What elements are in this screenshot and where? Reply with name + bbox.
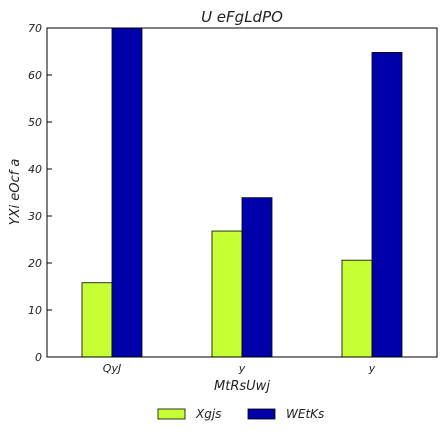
bar-xgjs-2 — [211, 230, 243, 358]
legend-label-wetks: WEtKs — [286, 407, 324, 421]
y-tick-label: 70 — [28, 22, 42, 35]
legend-swatch-wetks — [247, 408, 276, 420]
plot-area — [46, 27, 438, 358]
legend-swatch-xgjs — [157, 408, 186, 420]
x-axis-label: MtRsUwj — [214, 379, 270, 394]
x-tick-label: y — [368, 362, 376, 375]
y-tick-label: 50 — [28, 116, 42, 129]
y-tick-label: 40 — [28, 163, 42, 176]
legend-label-xgjs: Xgjs — [195, 407, 221, 421]
bar-xgjs-1 — [81, 282, 113, 358]
bar-wetks-3 — [371, 52, 403, 358]
y-tick-label: 0 — [35, 351, 42, 364]
y-tick-label: 20 — [28, 257, 42, 270]
y-tick-label: 30 — [28, 210, 42, 223]
chart-title: U eFgLdPO — [201, 8, 283, 26]
y-axis-label: YXi eOcf a — [8, 159, 23, 226]
x-tick-label: QyJ — [103, 362, 121, 375]
bar-wetks-1 — [111, 27, 143, 358]
y-tick-label: 10 — [28, 304, 42, 317]
y-tick-label: 60 — [28, 69, 42, 82]
x-tick-label: y — [238, 362, 246, 375]
bar-xgjs-3 — [341, 259, 373, 358]
bar-wetks-2 — [241, 197, 273, 358]
legend: Xgjs WEtKs — [157, 407, 324, 421]
